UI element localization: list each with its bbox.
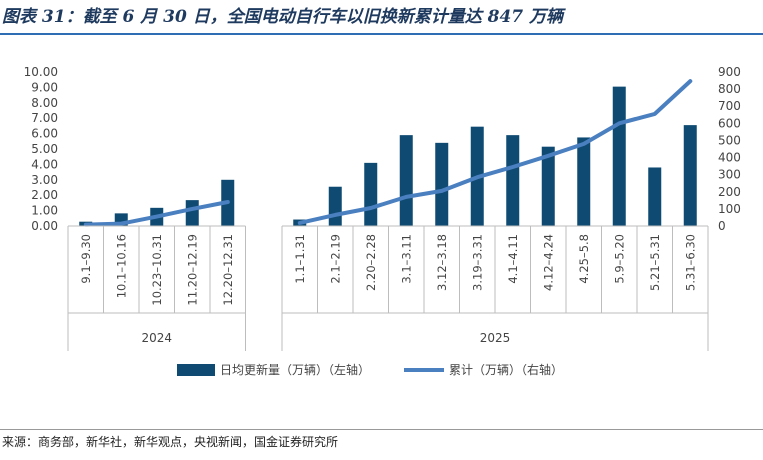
left-tick-label: 6.00 bbox=[31, 127, 58, 141]
category-label: 12.20–12.31 bbox=[221, 234, 235, 306]
category-label: 4.1–4.11 bbox=[506, 234, 520, 284]
right-tick-label: 100 bbox=[718, 202, 741, 216]
bar bbox=[506, 135, 520, 226]
category-label: 10.23–10.31 bbox=[150, 234, 164, 306]
chart-title: 图表 31：截至 6 月 30 日，全国电动自行车以旧换新累计量达 847 万辆 bbox=[2, 7, 564, 27]
cumulative-line-2025 bbox=[297, 79, 693, 225]
bar bbox=[328, 186, 342, 226]
category-label: 3.12–3.18 bbox=[435, 234, 449, 291]
cumulative-line-2024 bbox=[83, 200, 230, 227]
source-note: 来源：商务部，新华社，新华观点，央视新闻，国金证券研究所 bbox=[2, 435, 339, 449]
left-tick-label: 10.00 bbox=[24, 65, 58, 79]
category-label: 5.21–5.31 bbox=[648, 234, 662, 291]
left-tick-label: 0.00 bbox=[31, 219, 58, 233]
category-label: 2.20–2.28 bbox=[364, 234, 378, 291]
right-tick-label: 900 bbox=[718, 65, 741, 79]
category-label: 9.1–9.30 bbox=[79, 234, 93, 284]
source-rule bbox=[0, 429, 763, 430]
bar bbox=[364, 162, 378, 226]
bar bbox=[648, 167, 662, 226]
category-label: 3.19–3.31 bbox=[470, 234, 484, 291]
left-tick-label: 7.00 bbox=[31, 111, 58, 125]
title-rule bbox=[0, 33, 763, 35]
right-tick-label: 800 bbox=[718, 82, 741, 96]
right-tick-label: 700 bbox=[718, 99, 741, 113]
right-tick-label: 400 bbox=[718, 151, 741, 165]
chart: 0.001.00 2.003.00 4.005.006.00 7.008.00 9.00… bbox=[24, 65, 741, 377]
right-tick-label: 0 bbox=[718, 219, 726, 233]
left-tick-label: 1.00 bbox=[31, 204, 58, 218]
bar bbox=[399, 135, 413, 226]
right-tick-label: 200 bbox=[718, 185, 741, 199]
category-label: 5.9–5.20 bbox=[612, 234, 626, 284]
category-label: 1.1–1.31 bbox=[293, 234, 307, 284]
bars bbox=[79, 86, 697, 226]
bar bbox=[577, 137, 591, 226]
category-label: 10.1–10.16 bbox=[114, 234, 128, 298]
left-tick-label: 9.00 bbox=[31, 80, 58, 94]
bar bbox=[612, 86, 626, 226]
lines bbox=[83, 79, 693, 227]
x-axis: 9.1–9.30 10.1–10.16 10.23–10.31 11.20–12.19… bbox=[67, 225, 709, 351]
bar bbox=[435, 142, 449, 226]
right-axis: 0 100 200 300 400 500 600 700 800 900 bbox=[718, 65, 741, 233]
bar bbox=[541, 146, 555, 226]
category-label: 5.31–6.30 bbox=[683, 234, 697, 291]
legend: 日均更新量（万辆）（左轴） 累计（万辆）（右轴） bbox=[177, 362, 563, 377]
left-tick-label: 8.00 bbox=[31, 96, 58, 110]
left-tick-label: 4.00 bbox=[31, 157, 58, 171]
right-tick-label: 600 bbox=[718, 116, 741, 130]
group-label-2025: 2025 bbox=[480, 331, 511, 345]
category-label: 4.25–5.8 bbox=[577, 234, 591, 284]
group-label-2024: 2024 bbox=[141, 331, 172, 345]
left-axis: 0.001.00 2.003.00 4.005.006.00 7.008.00 9.00… bbox=[24, 65, 58, 233]
legend-bar-label: 日均更新量（万辆）（左轴） bbox=[220, 362, 370, 377]
category-label: 2.1–2.19 bbox=[328, 234, 342, 284]
right-tick-label: 300 bbox=[718, 168, 741, 182]
legend-bar-swatch bbox=[177, 364, 215, 376]
left-tick-label: 2.00 bbox=[31, 188, 58, 202]
left-tick-label: 5.00 bbox=[31, 142, 58, 156]
bar bbox=[683, 125, 697, 226]
category-label: 3.1–3.11 bbox=[399, 234, 413, 284]
bar bbox=[185, 200, 199, 226]
legend-line-label: 累计（万辆）（右轴） bbox=[449, 362, 563, 377]
category-label: 11.20–12.19 bbox=[185, 234, 199, 306]
left-tick-label: 3.00 bbox=[31, 173, 58, 187]
category-label: 4.12–4.24 bbox=[541, 234, 555, 291]
right-tick-label: 500 bbox=[718, 133, 741, 147]
